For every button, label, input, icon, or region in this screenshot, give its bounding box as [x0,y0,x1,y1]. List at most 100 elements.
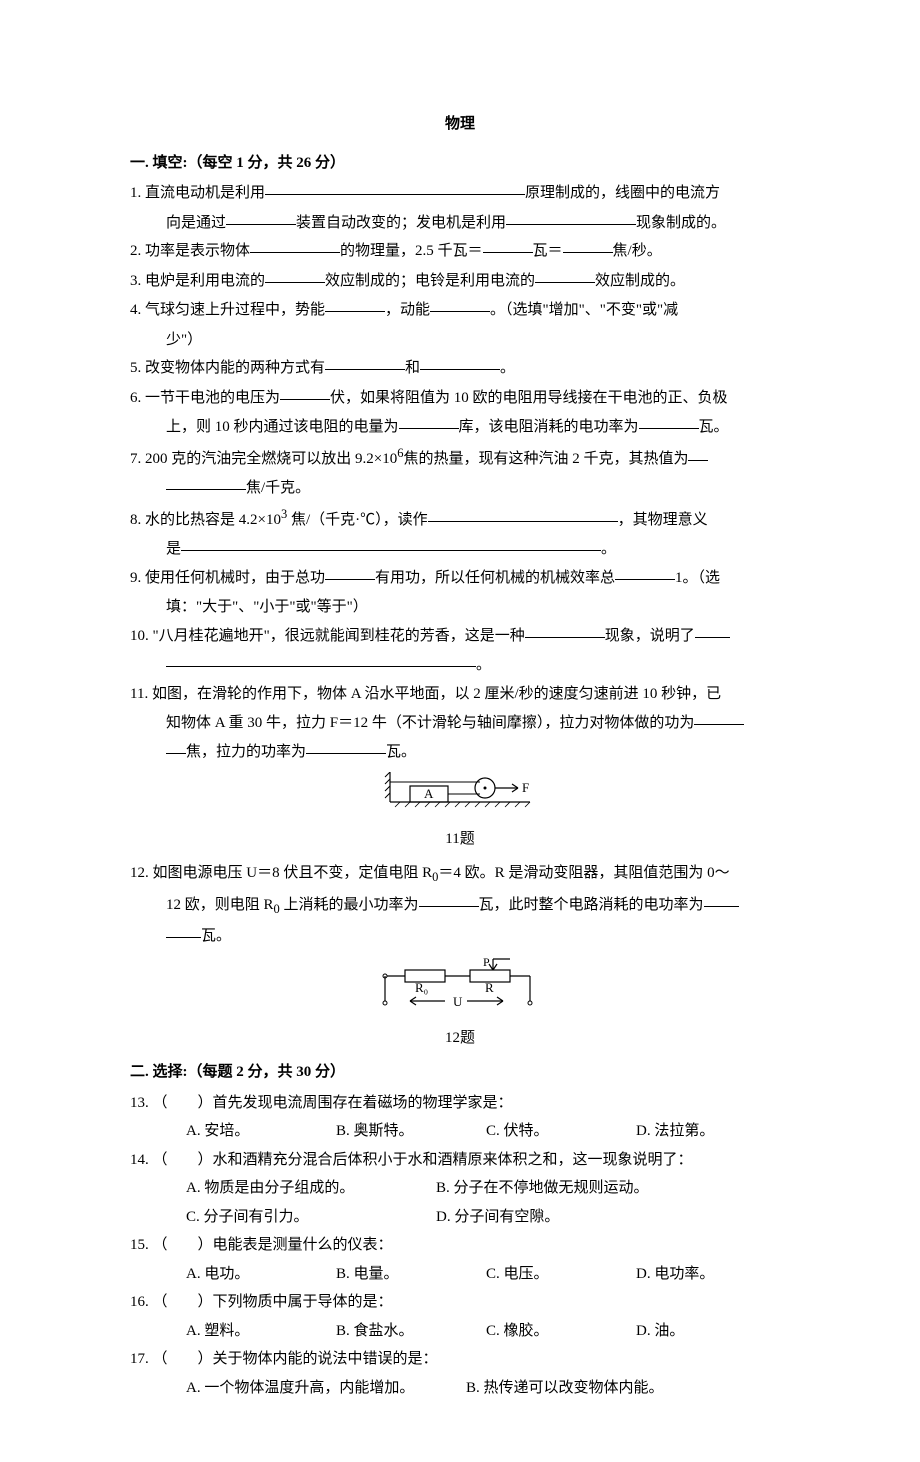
q6-t5: 瓦。 [699,419,729,435]
blank [325,355,405,370]
q16-opt-b: B. 食盐水。 [336,1317,486,1346]
blank [265,180,525,195]
q3-num: 3. [130,273,141,289]
q2-t4: 焦/秒。 [613,243,662,259]
q14-opt-b: B. 分子在不停地做无规则运动。 [436,1174,696,1203]
q16-opt-c: C. 橡胶。 [486,1317,636,1346]
label-F: F [522,780,529,795]
q15-options: A. 电功。 B. 电量。 C. 电压。 D. 电功率。 [130,1260,790,1289]
page-title: 物理 [130,110,790,139]
q4-t1: 气球匀速上升过程中，势能 [145,302,325,318]
q14-opt-c: C. 分子间有引力。 [186,1203,436,1232]
question-7: 7. 200 克的汽油完全燃烧可以放出 9.2×106焦的热量，现有这种汽油 2… [130,442,790,474]
q10-t1: "八月桂花遍地开"，很远就能闻到桂花的芳香，这是一种 [153,628,525,644]
q4-t4: 少"） [166,332,202,348]
q6-t4: 库，该电阻消耗的电功率为 [459,419,639,435]
blank [226,210,296,225]
question-1: 1. 直流电动机是利用原理制成的，线圈中的电流方 [130,179,790,208]
question-14: 14. （ ）水和酒精充分混合后体积小于水和酒精原来体积之和，这一现象说明了： [130,1146,790,1175]
blank [399,414,459,429]
q17-stem: （ ）关于物体内能的说法中错误的是： [153,1351,438,1367]
label-R0: R₀ [415,980,428,995]
blank [615,565,675,580]
question-8: 8. 水的比热容是 4.2×103 焦/（千克·℃），读作，其物理意义 [130,503,790,535]
q8-t2: 焦/（千克·℃），读作 [291,512,428,528]
q11-line3: 焦，拉力的功率为 瓦。 [130,738,790,767]
blank [428,507,618,522]
q12-t4: 上消耗的最小功率为 [284,897,419,913]
q7-t2: 焦的热量，现有这种汽油 2 千克，其热值为 [403,451,688,467]
q14-stem: （ ）水和酒精充分混合后体积小于水和酒精原来体积之和，这一现象说明了： [153,1152,693,1168]
question-5: 5. 改变物体内能的两种方式有和。 [130,354,790,383]
blank [694,710,744,725]
question-10: 10. "八月桂花遍地开"，很远就能闻到桂花的芳香，这是一种现象，说明了 [130,622,790,651]
blank [704,892,739,907]
blank [325,565,375,580]
q8-num: 8. [130,512,141,528]
q17-opt-b: B. 热传递可以改变物体内能。 [466,1374,726,1403]
q8-t5: 。 [601,541,616,557]
q9-t1: 使用任何机械时，由于总功 [145,570,325,586]
q6-t1: 一节干电池的电压为 [145,390,280,406]
q15-opt-c: C. 电压。 [486,1260,636,1289]
figure-12-caption: 12题 [130,1024,790,1053]
q11-num: 11. [130,686,148,702]
q2-num: 2. [130,243,141,259]
q9-t3: 1。（选 [675,570,720,586]
q6-line2: 上，则 10 秒内通过该电阻的电量为库，该电阻消耗的电功率为瓦。 [130,413,790,442]
q7-line2: 焦/千克。 [130,474,790,503]
q4-num: 4. [130,302,141,318]
q13-num: 13. [130,1095,149,1111]
question-9: 9. 使用任何机械时，由于总功有用功，所以任何机械的机械效率总1。（选 [130,564,790,593]
blank [166,475,246,490]
label-A: A [424,786,434,801]
q9-t2: 有用功，所以任何机械的机械效率总 [375,570,615,586]
blank [306,739,386,754]
q9-t4: 填："大于"、"小于"或"等于"） [166,599,368,615]
q11-line2: 知物体 A 重 30 牛，拉力 F＝12 牛（不计滑轮与轴间摩擦），拉力对物体做… [130,709,790,738]
q13-opt-d: D. 法拉第。 [636,1117,786,1146]
q11-t3: 焦，拉力的功率为 [186,744,306,760]
q17-num: 17. [130,1351,149,1367]
q1-t5: 现象制成的。 [636,215,726,231]
q5-t3: 。 [500,360,515,376]
q12-t5: 瓦，此时整个电路消耗的电功率为 [479,897,704,913]
q11-t4: 瓦。 [386,744,416,760]
q8-sup1: 3 [281,507,287,521]
figure-11: A F 11题 [130,772,790,853]
blank [280,385,330,400]
q13-stem: （ ）首先发现电流周围存在着磁场的物理学家是： [153,1095,513,1111]
q7-num: 7. [130,451,141,467]
label-P: P [483,956,490,969]
q16-num: 16. [130,1294,149,1310]
label-U: U [453,994,463,1009]
question-13: 13. （ ）首先发现电流周围存在着磁场的物理学家是： [130,1089,790,1118]
q13-opt-c: C. 伏特。 [486,1117,636,1146]
q10-line2: 。 [130,651,790,680]
q14-opt-a: A. 物质是由分子组成的。 [186,1174,436,1203]
q2-t1: 功率是表示物体 [145,243,250,259]
pulley-diagram-icon: A F [380,772,540,812]
q11-t2: 知物体 A 重 30 牛，拉力 F＝12 牛（不计滑轮与轴间摩擦），拉力对物体做… [166,715,694,731]
q1-line2: 向是通过装置自动改变的；发电机是利用现象制成的。 [130,209,790,238]
blank [535,268,595,283]
blank [525,623,605,638]
blank [420,355,500,370]
q8-t3: ，其物理意义 [618,512,708,528]
q15-opt-a: A. 电功。 [186,1260,336,1289]
blank [506,210,636,225]
q5-num: 5. [130,360,141,376]
blank [325,297,385,312]
q17-options: A. 一个物体温度升高，内能增加。 B. 热传递可以改变物体内能。 [130,1374,790,1403]
question-3: 3. 电炉是利用电流的效应制成的；电铃是利用电流的效应制成的。 [130,267,790,296]
blank [181,536,601,551]
q2-t2: 的物理量，2.5 千瓦＝ [340,243,483,259]
q12-t1: 如图电源电压 U＝8 伏且不变，定值电阻 R [153,865,433,881]
q13-options: A. 安培。 B. 奥斯特。 C. 伏特。 D. 法拉第。 [130,1117,790,1146]
q4-line2: 少"） [130,326,790,355]
q15-opt-d: D. 电功率。 [636,1260,786,1289]
section2-header: 二. 选择:（每题 2 分，共 30 分） [130,1058,790,1087]
question-2: 2. 功率是表示物体的物理量，2.5 千瓦＝瓦＝焦/秒。 [130,237,790,266]
q14-options: A. 物质是由分子组成的。 B. 分子在不停地做无规则运动。 C. 分子间有引力… [130,1174,790,1231]
q16-stem: （ ）下列物质中属于导体的是： [153,1294,393,1310]
